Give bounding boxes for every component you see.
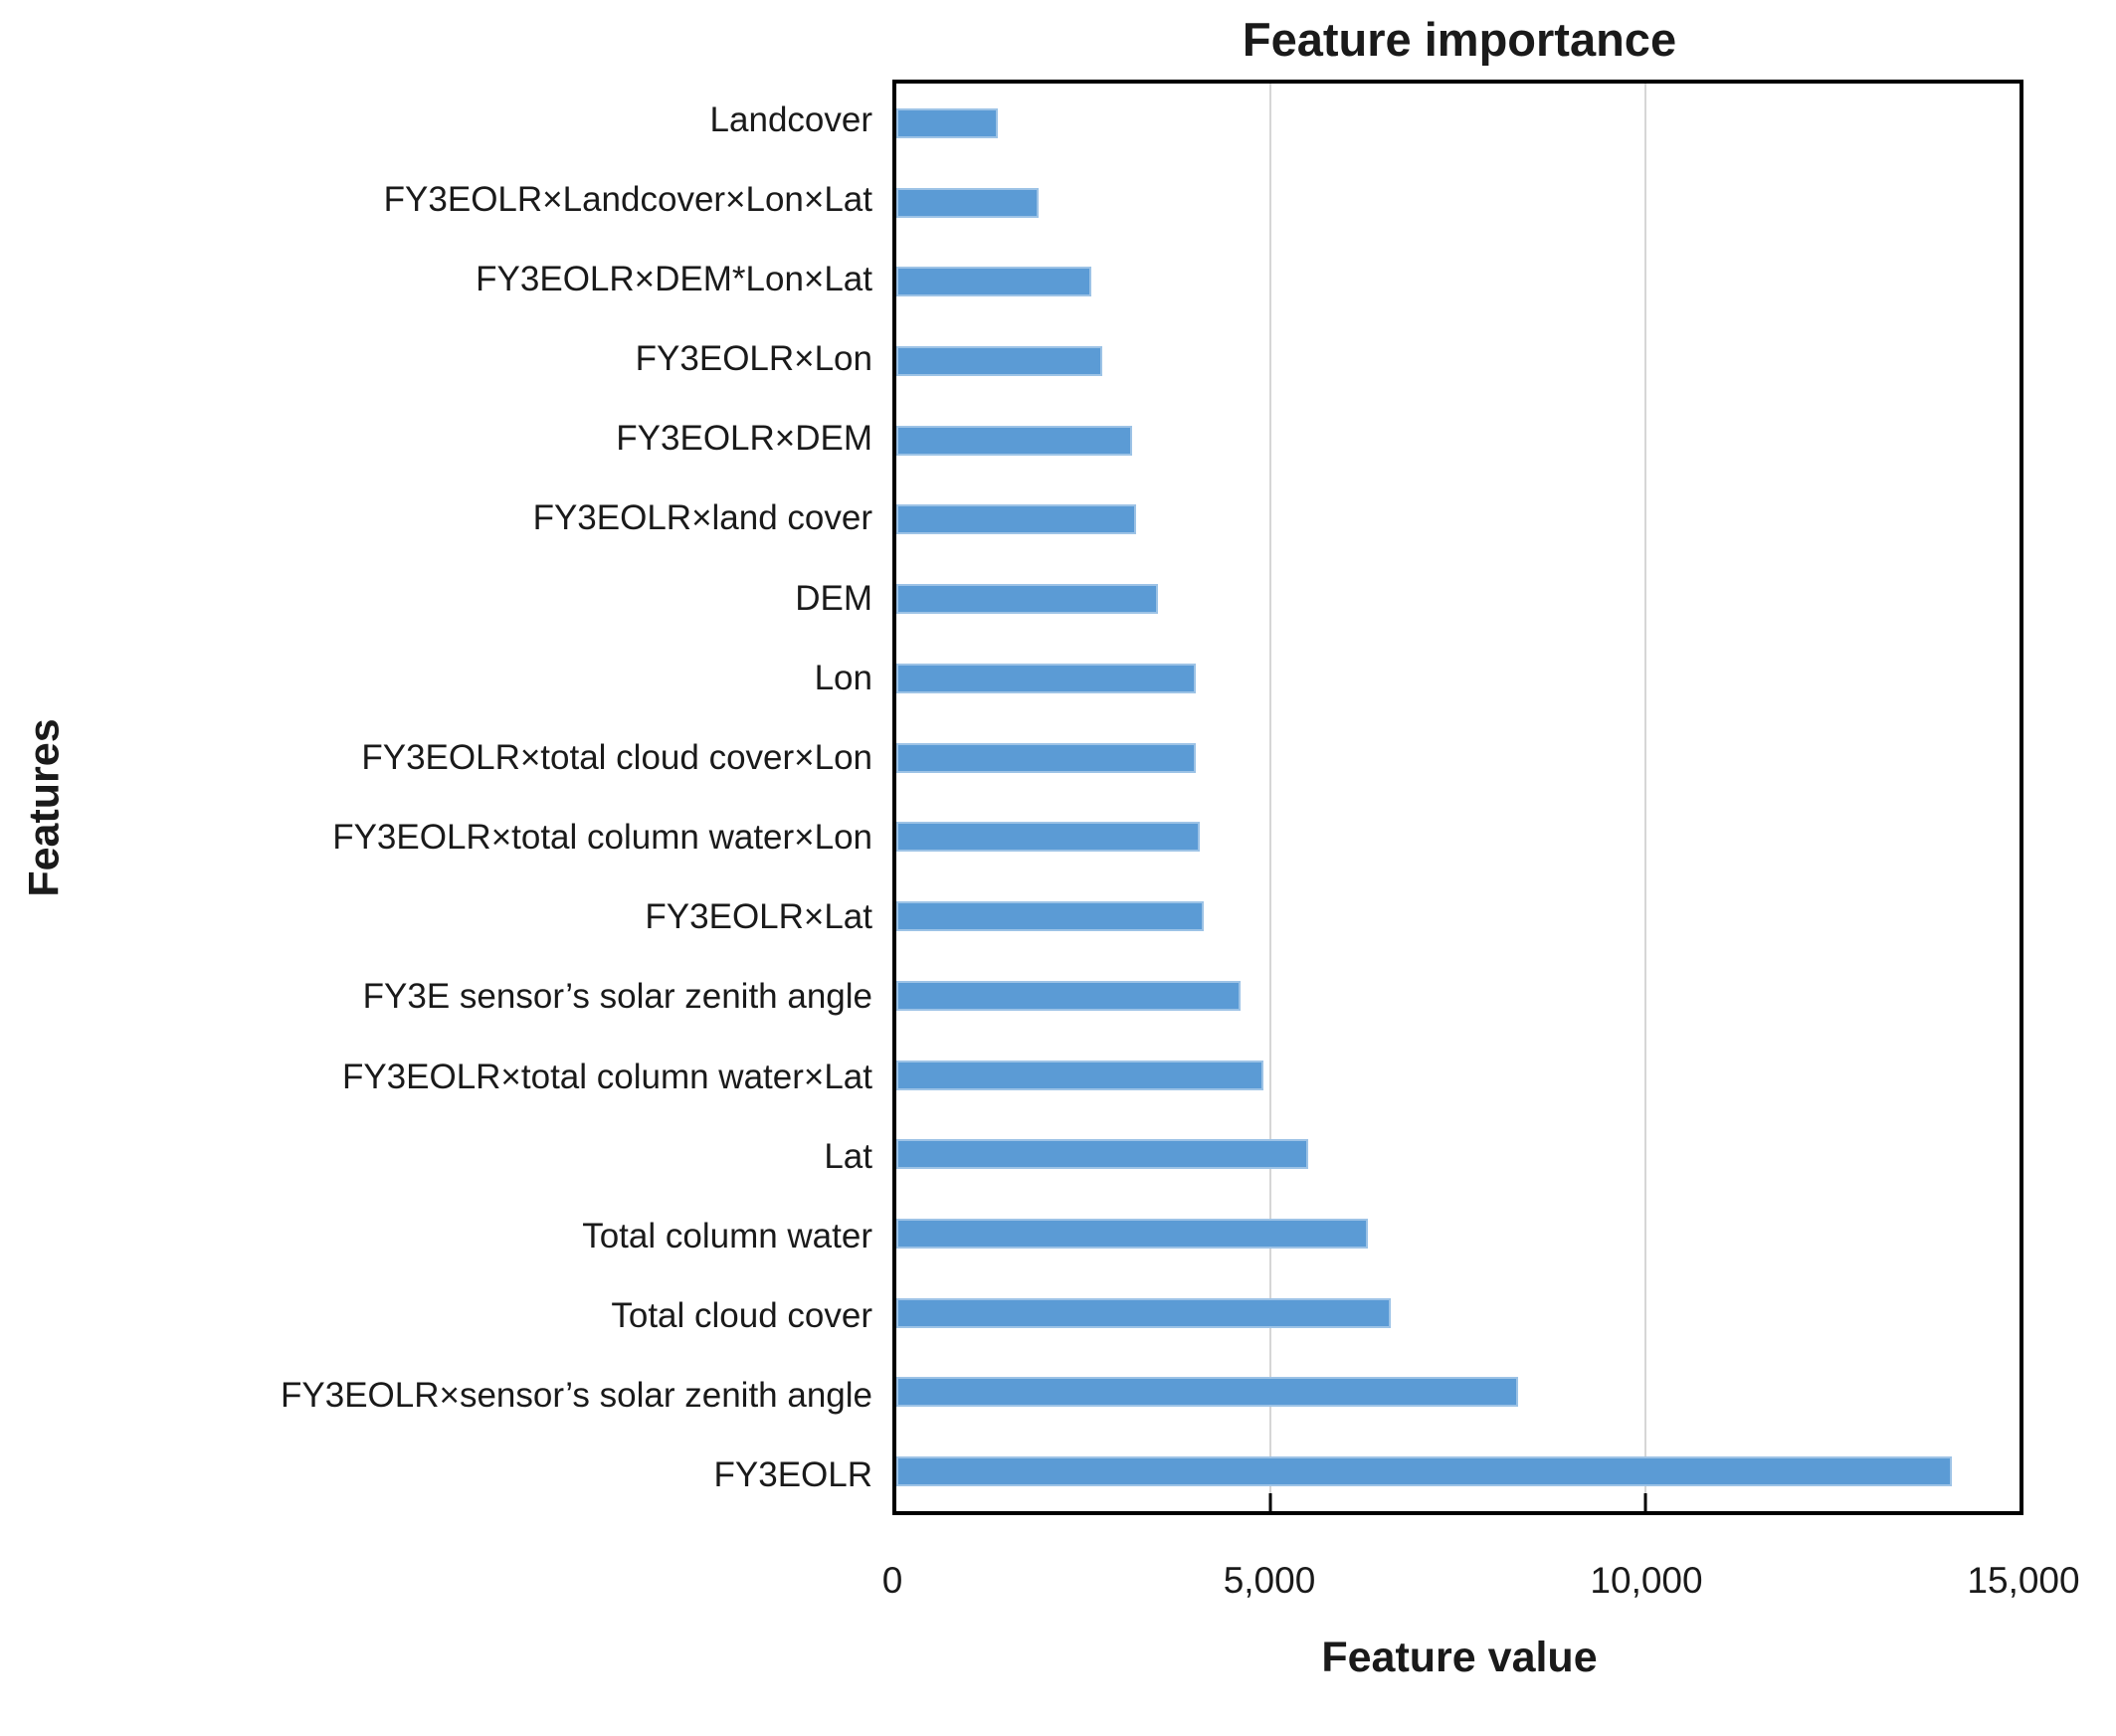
bar xyxy=(896,267,1091,297)
bar xyxy=(896,1139,1308,1170)
category-label: Total cloud cover xyxy=(611,1296,872,1336)
bar xyxy=(896,1060,1263,1090)
bar-row xyxy=(896,798,2020,877)
category-label: FY3EOLR×total column water×Lon xyxy=(332,818,872,858)
bar-row xyxy=(896,242,2020,321)
bar xyxy=(896,425,1133,456)
bar-row xyxy=(896,1194,2020,1273)
category-label: Lon xyxy=(814,658,872,697)
bar xyxy=(896,822,1200,853)
bar xyxy=(896,107,998,138)
x-axis-tickmark-5000 xyxy=(1268,1493,1272,1511)
bar xyxy=(896,901,1204,932)
x-axis-tick-labels: 0 5,000 10,000 15,000 xyxy=(882,1560,2080,1610)
x-tick-label: 0 xyxy=(881,1560,903,1601)
chart-title: Feature importance xyxy=(1242,13,1677,66)
bar-row xyxy=(896,639,2020,718)
bar-row xyxy=(896,163,2020,243)
bar-row xyxy=(896,876,2020,956)
bar xyxy=(896,1297,1391,1328)
category-label: DEM xyxy=(795,578,872,618)
bar-row xyxy=(896,559,2020,639)
bar-row xyxy=(896,1353,2020,1433)
bar-row xyxy=(896,401,2020,481)
x-tick-label: 10,000 xyxy=(1590,1560,1703,1601)
bar xyxy=(896,346,1102,377)
bar-row xyxy=(896,1273,2020,1353)
category-label: FY3EOLR×DEM*Lon×Lat xyxy=(476,259,872,298)
bar-row xyxy=(896,718,2020,798)
bar-row xyxy=(896,1114,2020,1194)
gridline-5000 xyxy=(1269,84,1272,1511)
bar xyxy=(896,742,1197,773)
bar xyxy=(896,187,1039,218)
bar-row xyxy=(896,1036,2020,1115)
x-tick-label: 15,000 xyxy=(1967,1560,2080,1601)
bar-row xyxy=(896,481,2020,560)
category-label: Total column water xyxy=(582,1216,872,1255)
category-label: FY3EOLR×total column water×Lat xyxy=(341,1057,872,1096)
x-axis-title: Feature value xyxy=(1321,1634,1598,1681)
gridline-10000 xyxy=(1643,84,1646,1511)
bar xyxy=(896,1218,1369,1249)
category-label: FY3EOLR×Landcover×Lon×Lat xyxy=(383,179,872,219)
category-label: Landcover xyxy=(709,99,872,139)
category-label: FY3E sensor’s solar zenith angle xyxy=(362,977,872,1017)
bar xyxy=(896,1456,1953,1487)
bar xyxy=(896,584,1159,615)
category-label: FY3EOLR×land cover xyxy=(532,498,872,538)
bar-row xyxy=(896,956,2020,1036)
bar xyxy=(896,980,1242,1011)
x-axis-tickmark-10000 xyxy=(1643,1493,1647,1511)
bar-row xyxy=(896,321,2020,401)
plot-area xyxy=(892,80,2023,1515)
category-label: FY3EOLR×Lon xyxy=(635,339,872,379)
category-label: FY3EOLR×DEM xyxy=(616,419,872,459)
category-label: Lat xyxy=(824,1136,872,1176)
bar-row xyxy=(896,84,2020,163)
x-tick-label: 5,000 xyxy=(1223,1560,1316,1601)
category-axis-labels: Landcover FY3EOLR×Landcover×Lon×Lat FY3EOL… xyxy=(0,80,872,1515)
bar xyxy=(896,1377,1518,1408)
category-label: FY3EOLR×total cloud cover×Lon xyxy=(361,737,872,777)
bar xyxy=(896,663,1197,693)
bar-row xyxy=(896,1432,2020,1511)
category-label: FY3EOLR×Lat xyxy=(645,897,872,937)
category-label: FY3EOLR×sensor’s solar zenith angle xyxy=(281,1376,872,1416)
bar xyxy=(896,504,1136,535)
category-label: FY3EOLR xyxy=(713,1455,873,1495)
